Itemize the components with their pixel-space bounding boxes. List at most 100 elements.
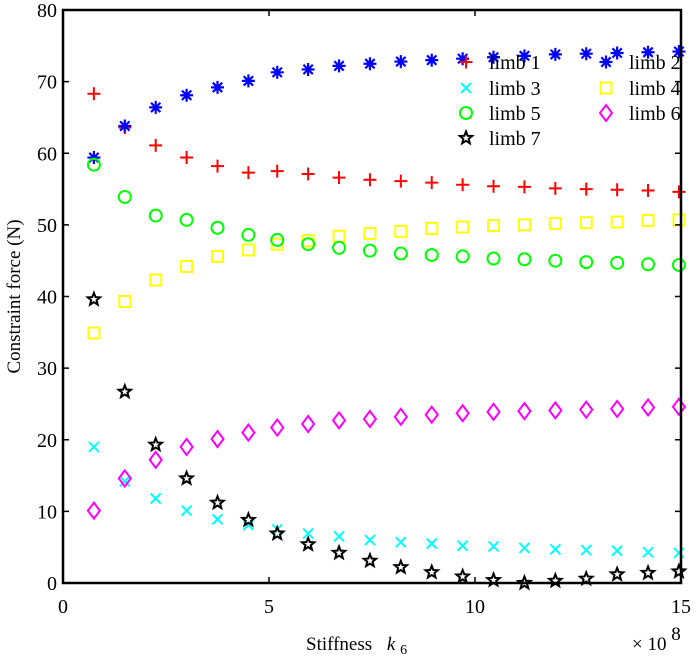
data-point [548,181,562,195]
legend-label: limb 3 [489,78,541,100]
x-tick-label: 0 [58,596,68,618]
data-point [299,535,317,552]
data-point [670,562,688,580]
data-point [270,164,284,178]
data-point [577,569,596,587]
data-point [363,226,377,240]
data-point [149,273,163,287]
data-point [180,151,194,165]
data-point [85,290,103,307]
data-point [363,57,377,71]
legend-marker-x-icon [460,82,472,94]
data-point [270,232,285,247]
data-point [425,221,439,235]
data-point [210,429,225,449]
plot-marks [85,45,688,591]
legend-item: limb 5 [459,103,541,125]
data-point [117,468,133,489]
data-point [87,87,101,101]
y-tick-label: 30 [37,358,57,380]
data-point [640,397,656,418]
data-point [487,540,500,553]
data-point [241,243,255,257]
x-axis-label-symbol: k [387,634,396,655]
data-point [671,257,686,272]
y-tick-label: 10 [37,501,57,523]
data-point [210,220,225,235]
data-point [548,400,563,421]
data-point [455,403,470,423]
legend: limb 1 limb 2 limb 3 limb 4 limb 5 limb 6 limb… [457,52,681,150]
axis-ticks: 0 10 20 30 40 50 60 70 80 0 5 10 15 [37,0,691,618]
legend-label: limb 7 [489,128,541,150]
data-point [486,402,501,422]
legend-item: limb 6 [598,103,681,125]
data-point [239,510,258,528]
data-point [456,220,470,234]
legend-label: limb 5 [489,103,541,125]
data-point [518,542,531,554]
x-tick-label: 10 [465,596,485,618]
series-limb-6 [86,397,687,521]
legend-item: limb 2 [599,52,681,74]
data-point [424,405,439,425]
data-point [270,65,284,79]
data-point [579,182,593,196]
data-point [426,537,438,550]
data-point [641,257,656,272]
legend-marker-square-icon [599,81,613,95]
data-point [548,47,562,61]
data-point [117,189,132,204]
data-point [641,45,655,59]
data-point [302,527,314,540]
data-point [425,53,439,67]
data-point [517,180,531,194]
data-point [425,176,439,190]
data-point [180,88,194,102]
data-point [395,536,407,548]
data-point [177,469,196,486]
y-tick-label: 80 [37,0,57,22]
data-point [517,218,531,232]
data-point [118,295,132,309]
data-point [269,417,285,438]
data-point [300,414,316,434]
legend-label: limb 2 [629,52,681,74]
series-limb-3 [88,441,685,559]
data-point [241,74,255,88]
data-point [641,183,655,197]
x-tick-label: 15 [671,596,691,618]
data-point [364,534,376,546]
legend-item: limb 3 [460,78,541,100]
data-point [487,50,501,64]
data-point [515,573,534,591]
legend-label: limb 6 [629,103,681,125]
data-point [363,173,377,187]
legend-item: limb 4 [599,78,681,100]
data-point [180,259,194,273]
data-point [86,500,102,521]
data-point [211,249,224,263]
data-point [641,214,655,228]
data-point [579,216,593,230]
x-axis-multiplier: × 10 8 [632,624,681,655]
data-point [422,563,441,580]
data-point [362,409,378,429]
data-point [332,59,346,73]
data-point [487,219,501,233]
data-point [393,246,408,261]
series-limb-2 [87,45,686,165]
x-axis-label-text: Stiffness [306,634,372,655]
data-point [486,251,501,266]
y-axis-label: Constraint force (N) [4,219,25,373]
series-limb-1 [87,87,686,199]
y-tick-label: 0 [47,573,57,595]
data-point [579,47,593,61]
data-point [672,213,686,227]
data-point [115,382,134,400]
data-point [610,46,624,60]
data-point [86,157,101,172]
data-point [87,326,101,340]
data-point [671,397,687,417]
